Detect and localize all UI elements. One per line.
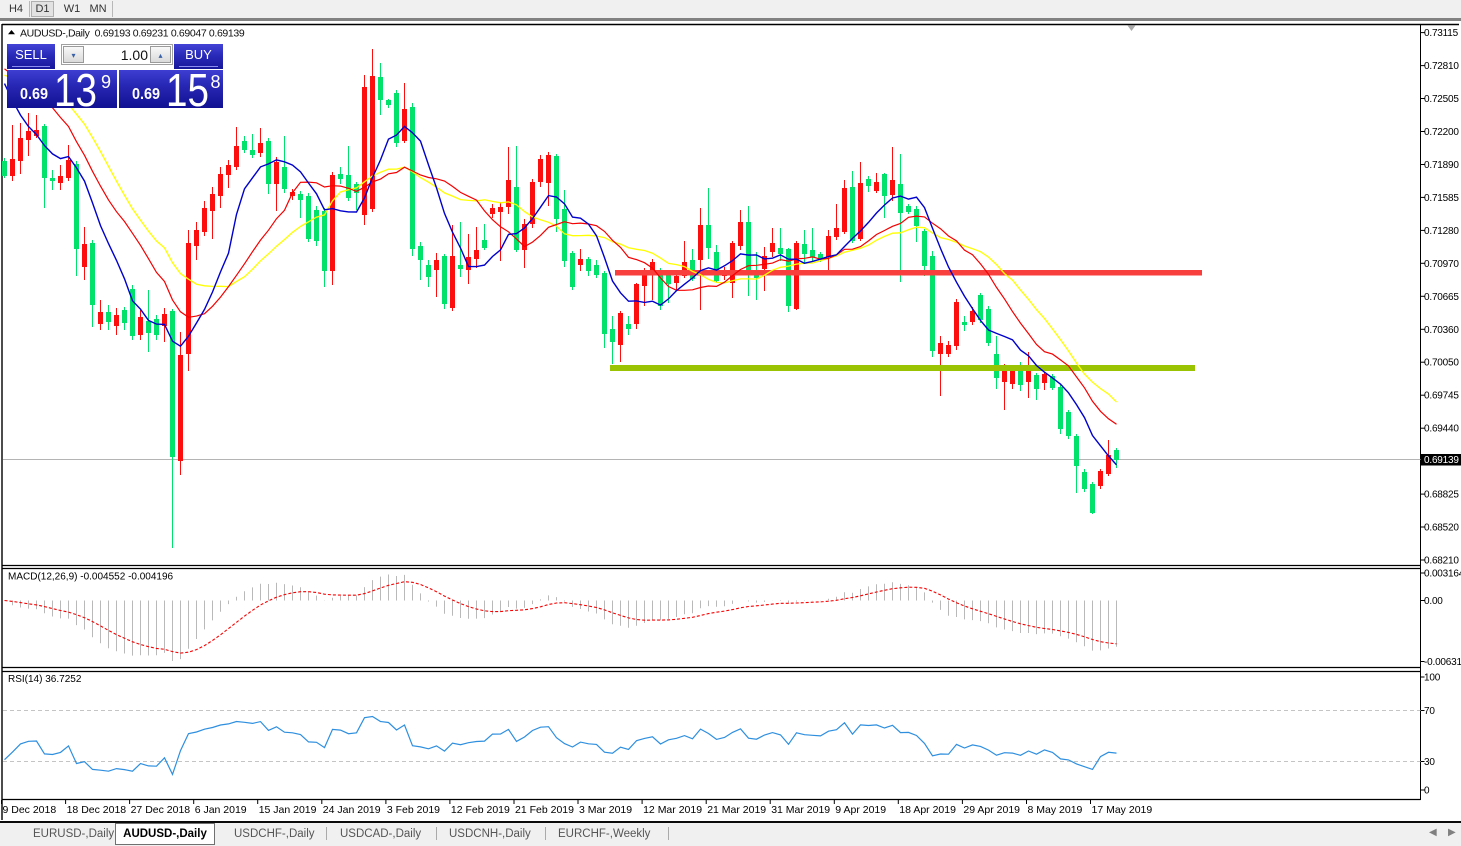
svg-text:0.70970: 0.70970	[1424, 259, 1459, 270]
svg-text:8 May 2019: 8 May 2019	[1028, 804, 1083, 816]
svg-text:0.69745: 0.69745	[1424, 391, 1459, 402]
svg-text:0.70050: 0.70050	[1424, 358, 1459, 369]
svg-text:0.71890: 0.71890	[1424, 160, 1459, 171]
svg-text:0.68825: 0.68825	[1424, 490, 1459, 501]
svg-text:0.68520: 0.68520	[1424, 523, 1459, 534]
svg-text:0.71280: 0.71280	[1424, 226, 1459, 237]
svg-text:31 Mar 2019: 31 Mar 2019	[771, 804, 830, 816]
svg-text:17 May 2019: 17 May 2019	[1092, 804, 1153, 816]
svg-text:-0.006317: -0.006317	[1424, 657, 1461, 668]
svg-text:0.72200: 0.72200	[1424, 127, 1459, 138]
svg-text:30: 30	[1424, 757, 1435, 768]
svg-text:24 Jan 2019: 24 Jan 2019	[323, 804, 381, 816]
svg-text:18 Dec 2018: 18 Dec 2018	[67, 804, 127, 816]
svg-text:3 Feb 2019: 3 Feb 2019	[387, 804, 440, 816]
svg-text:27 Dec 2018: 27 Dec 2018	[131, 804, 191, 816]
svg-text:0.72810: 0.72810	[1424, 61, 1459, 72]
svg-text:70: 70	[1424, 706, 1435, 717]
svg-text:0.68210: 0.68210	[1424, 556, 1459, 567]
svg-text:21 Feb 2019: 21 Feb 2019	[515, 804, 574, 816]
svg-text:AUDUSD-,Daily 0.69193 0.69231: AUDUSD-,Daily 0.69193 0.69231 0.69047 0.…	[20, 28, 245, 40]
svg-text:0.69440: 0.69440	[1424, 424, 1459, 435]
svg-text:MACD(12,26,9) -0.004552 -0.004: MACD(12,26,9) -0.004552 -0.004196	[8, 572, 174, 583]
svg-text:21 Mar 2019: 21 Mar 2019	[707, 804, 766, 816]
svg-text:RSI(14) 36.7252: RSI(14) 36.7252	[8, 674, 82, 685]
svg-text:12 Mar 2019: 12 Mar 2019	[643, 804, 702, 816]
svg-text:6 Jan 2019: 6 Jan 2019	[195, 804, 247, 816]
svg-text:0.73115: 0.73115	[1424, 28, 1459, 39]
svg-text:0.70360: 0.70360	[1424, 325, 1459, 336]
svg-text:12 Feb 2019: 12 Feb 2019	[451, 804, 510, 816]
svg-text:3 Mar 2019: 3 Mar 2019	[579, 804, 632, 816]
svg-text:0.003164: 0.003164	[1424, 569, 1461, 580]
svg-text:29 Apr 2019: 29 Apr 2019	[963, 804, 1020, 816]
svg-text:9 Dec 2018: 9 Dec 2018	[3, 804, 57, 816]
svg-text:0.00: 0.00	[1424, 596, 1443, 607]
svg-text:0: 0	[1424, 786, 1430, 797]
svg-text:0.72505: 0.72505	[1424, 94, 1459, 105]
svg-text:0.69139: 0.69139	[1424, 455, 1459, 466]
svg-text:18 Apr 2019: 18 Apr 2019	[899, 804, 956, 816]
svg-text:0.70665: 0.70665	[1424, 292, 1459, 303]
svg-text:100: 100	[1424, 673, 1441, 684]
svg-text:9 Apr 2019: 9 Apr 2019	[835, 804, 886, 816]
svg-text:15 Jan 2019: 15 Jan 2019	[259, 804, 317, 816]
svg-text:0.71585: 0.71585	[1424, 193, 1459, 204]
